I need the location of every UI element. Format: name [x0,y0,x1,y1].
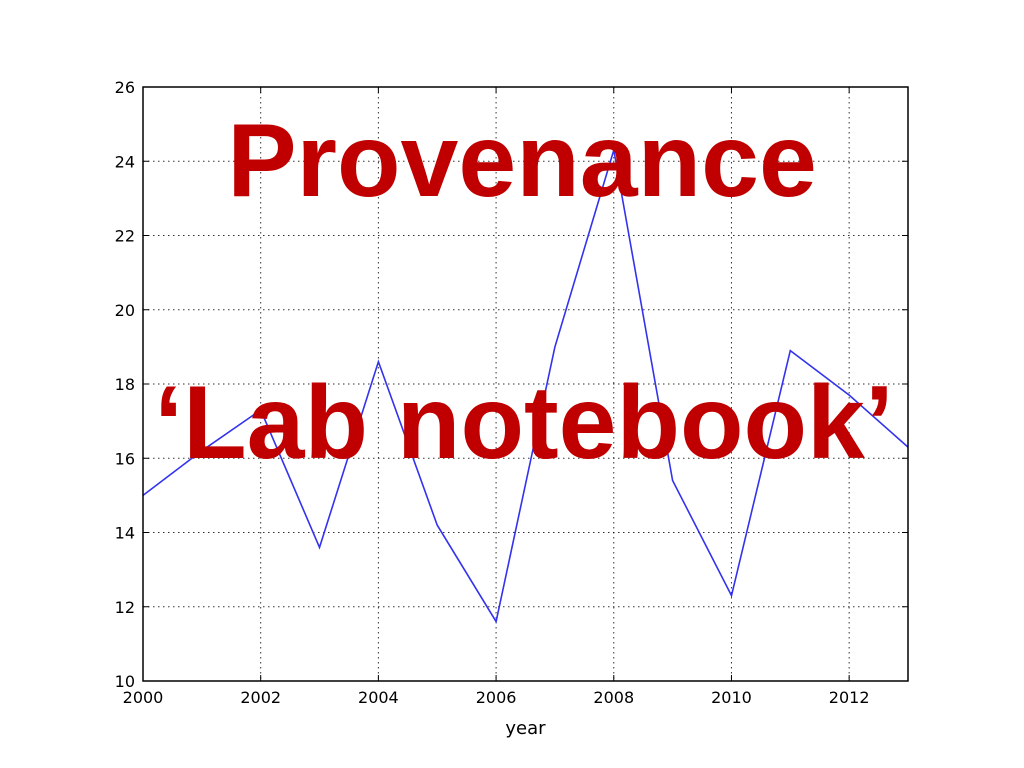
x-tick-label-2004: 2004 [358,688,399,707]
y-tick-label-20: 20 [115,301,135,320]
series-line-0 [142,149,909,624]
overlay-title-provenance: Provenance [227,103,817,219]
x-tick-label-2010: 2010 [711,688,752,707]
x-axis-label: year [505,718,546,739]
y-tick-label-24: 24 [115,152,135,171]
x-tick-label-2006: 2006 [476,688,517,707]
y-tick-label-26: 26 [115,78,135,97]
tick-marks [142,86,908,682]
y-tick-labels: 10 12 14 16 18 20 22 24 26 [115,78,135,691]
x-tick-label-2000: 2000 [123,688,164,707]
overlay-title-lab-notebook: ‘Lab notebook’ [154,365,894,481]
series-layer [142,149,909,624]
y-tick-label-10: 10 [115,672,135,691]
x-tick-label-2002: 2002 [240,688,281,707]
x-tick-labels: 2000 2002 2004 2006 2008 2010 2012 [123,688,870,707]
x-tick-label-2012: 2012 [829,688,870,707]
y-tick-label-14: 14 [115,524,135,543]
y-tick-label-18: 18 [115,375,135,394]
y-tick-label-16: 16 [115,449,135,468]
x-tick-label-2008: 2008 [593,688,634,707]
y-tick-label-12: 12 [115,598,135,617]
y-tick-label-22: 22 [115,227,135,246]
